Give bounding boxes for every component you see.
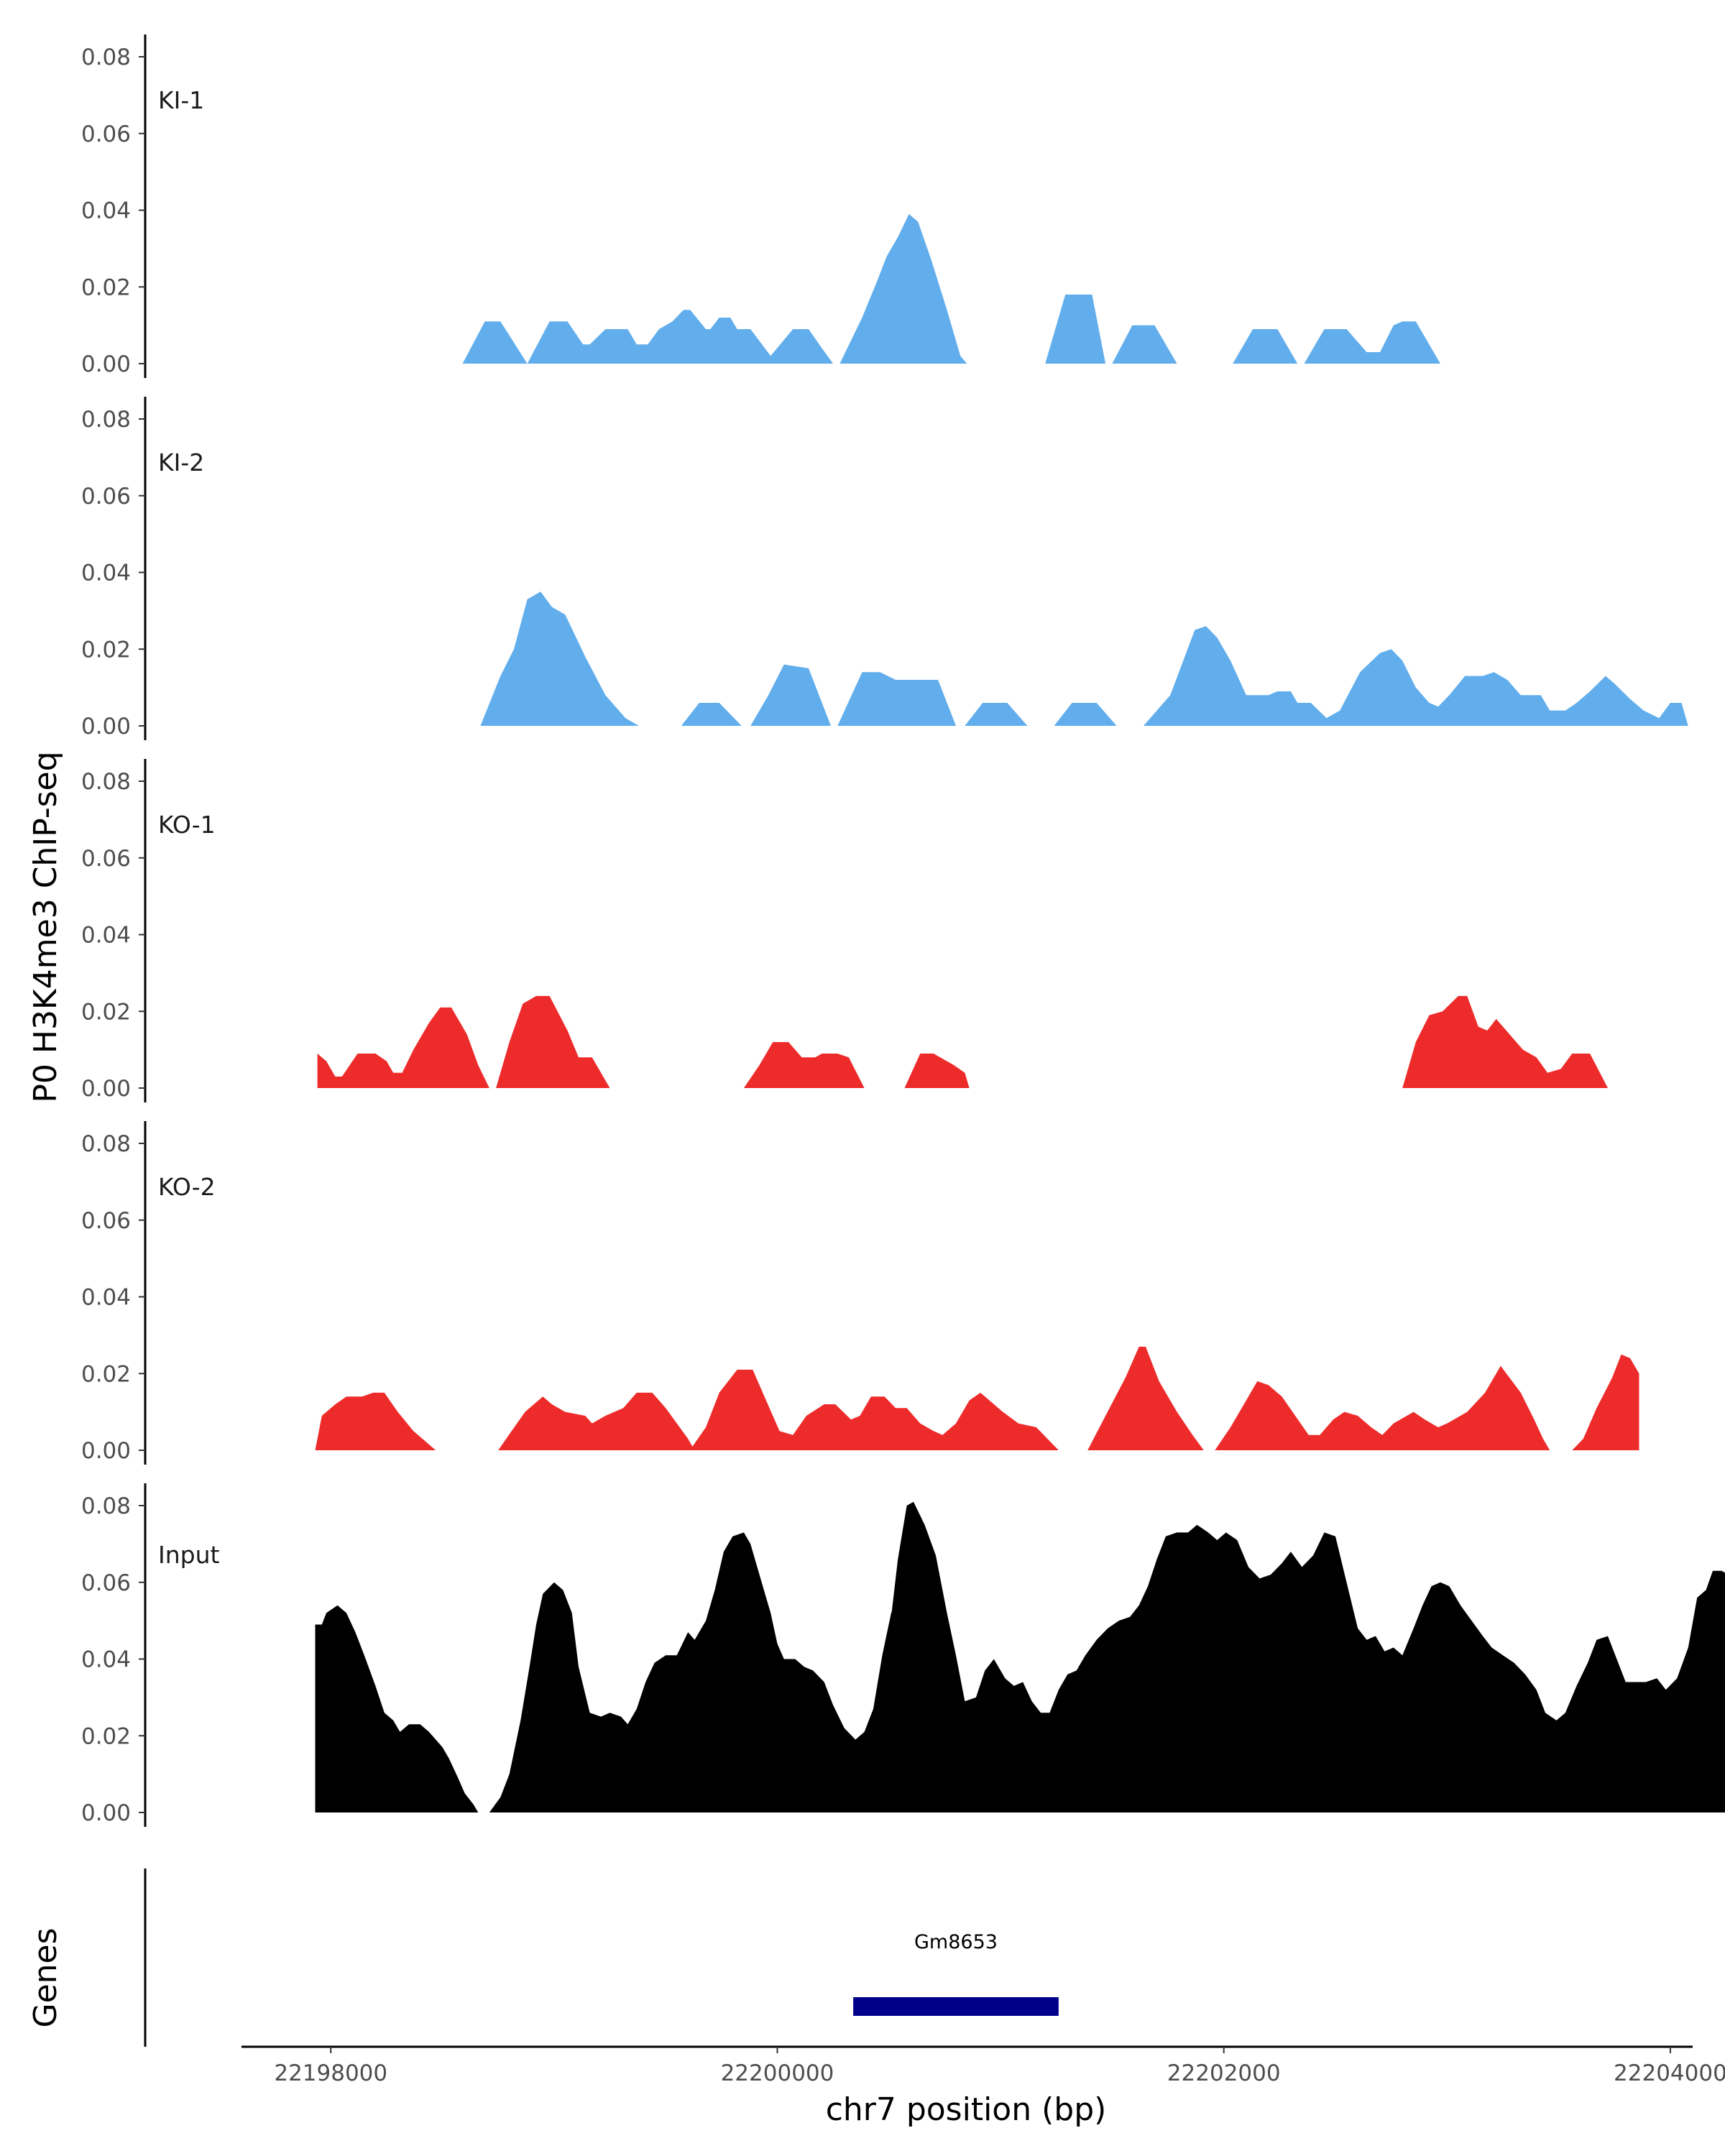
gene-label: Gm8653 [914, 1931, 998, 1953]
signal-area [462, 310, 834, 364]
signal-area [317, 1007, 489, 1088]
gene-track: Gm8653 [144, 1869, 1059, 2047]
y-tick-label: 0.06 [81, 484, 131, 510]
y-tick-label: 0.08 [81, 769, 131, 795]
y-tick-label: 0.04 [81, 561, 131, 586]
signal-area [904, 1054, 970, 1088]
y-tick-label: 0.00 [81, 1438, 131, 1464]
signal-area [840, 213, 967, 364]
y-tick-label: 0.00 [81, 1076, 131, 1102]
x-axis: 22198000 22200000 22202000 22204000 [242, 2045, 1725, 2086]
signal-tracks: 0.00 0.02 0.04 0.06 0.08 KI-1 0.00 0.02 0.04 0.06… [81, 34, 1725, 1827]
signal-area [848, 1501, 1725, 1812]
y-tick-label: 0.04 [81, 1285, 131, 1311]
y-tick-label: 0.04 [81, 923, 131, 949]
track-label: KO-1 [158, 811, 216, 839]
signal-area [480, 591, 639, 726]
signal-area [837, 672, 956, 726]
signal-area [965, 703, 1028, 726]
y-tick-label: 0.06 [81, 121, 131, 147]
y-tick-label: 0.08 [81, 1131, 131, 1157]
y-tick-label: 0.02 [81, 275, 131, 300]
y-tick-label: 0.08 [81, 1493, 131, 1519]
signal-area [1112, 325, 1177, 364]
y-tick-label: 0.06 [81, 846, 131, 872]
x-tick-label: 22198000 [274, 2060, 387, 2086]
x-tick-label: 22202000 [1167, 2060, 1281, 2086]
signal-area [315, 1392, 436, 1450]
signal-area [1143, 626, 1688, 726]
signal-area [315, 1605, 479, 1812]
track-label: Input [158, 1541, 220, 1569]
track-ko-2: 0.00 0.02 0.04 0.06 0.08 KO-2 [81, 1121, 1639, 1465]
y-tick-label: 0.02 [81, 637, 131, 663]
track-input: 0.00 0.02 0.04 0.06 0.08 Input [81, 1483, 1725, 1827]
signal-area [1054, 703, 1117, 726]
track-ko-1: 0.00 0.02 0.04 0.06 0.08 KO-1 [81, 759, 1608, 1102]
y-tick-label: 0.08 [81, 45, 131, 70]
signal-area [1233, 329, 1298, 364]
signal-area [681, 703, 742, 726]
y-tick-label: 0.04 [81, 198, 131, 224]
genes-axis-title: Genes [27, 1927, 64, 2027]
y-tick-label: 0.02 [81, 1361, 131, 1387]
gene-body [853, 1997, 1059, 2016]
signal-area [1304, 321, 1440, 364]
y-tick-label: 0.00 [81, 351, 131, 377]
y-tick-label: 0.00 [81, 1800, 131, 1826]
y-axis-title: P0 H3K4me3 ChIP-seq [27, 751, 64, 1102]
signal-area [750, 664, 831, 726]
x-tick-label: 22200000 [721, 2060, 834, 2086]
signal-area [498, 1369, 1059, 1450]
signal-area [1215, 1365, 1550, 1450]
y-tick-label: 0.00 [81, 714, 131, 740]
track-label: KO-2 [158, 1173, 216, 1201]
y-tick-label: 0.08 [81, 407, 131, 433]
y-tick-label: 0.02 [81, 999, 131, 1025]
x-tick-label: 22204000 [1614, 2060, 1725, 2086]
track-ki-1: 0.00 0.02 0.04 0.06 0.08 KI-1 [81, 34, 1440, 378]
signal-area [1087, 1346, 1204, 1450]
signal-area [1045, 294, 1106, 364]
signal-area [496, 995, 610, 1088]
signal-area [743, 1042, 865, 1088]
y-tick-label: 0.06 [81, 1208, 131, 1234]
y-tick-label: 0.06 [81, 1570, 131, 1596]
y-tick-label: 0.02 [81, 1723, 131, 1749]
track-label: KI-2 [158, 448, 204, 476]
x-axis-title: chr7 position (bp) [826, 2091, 1107, 2128]
signal-area [1572, 1354, 1639, 1450]
y-tick-label: 0.04 [81, 1647, 131, 1673]
signal-area [1402, 995, 1608, 1088]
track-ki-2: 0.00 0.02 0.04 0.06 0.08 KI-2 [81, 397, 1688, 740]
track-label: KI-1 [158, 86, 204, 114]
